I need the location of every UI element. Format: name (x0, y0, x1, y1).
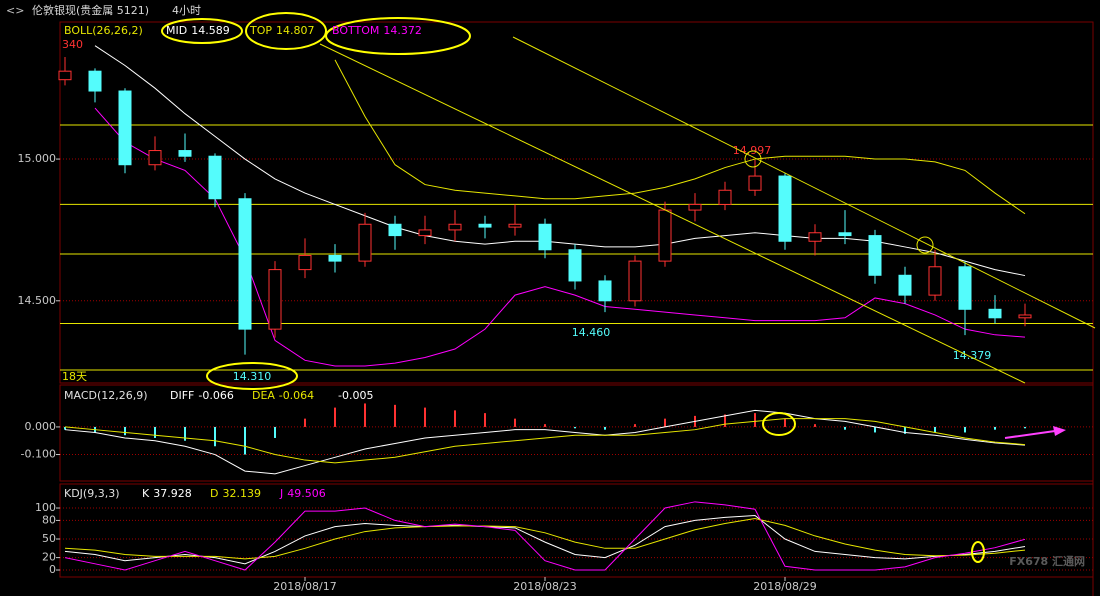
arrow (1004, 430, 1056, 439)
price-annotation: 14.379 (953, 349, 992, 362)
candle-body (688, 203, 702, 211)
candle-body (418, 229, 432, 237)
candle-body (838, 232, 852, 237)
candle-body (1018, 314, 1032, 319)
legend-k: K 37.928 (142, 487, 192, 500)
candle-body (778, 175, 792, 242)
candle-body (478, 223, 492, 228)
legend-bottom: BOTTOM 14.372 (332, 24, 422, 37)
legend-top: TOP 14.807 (249, 24, 315, 37)
y-tick-label: -0.100 (21, 448, 56, 461)
legend: BOLL(26,26,2) (64, 24, 143, 37)
price-annotation: 14.310 (233, 370, 272, 383)
trend-line (319, 43, 1026, 384)
candle-body (208, 155, 222, 200)
candle-body (598, 280, 612, 302)
indicator-line (64, 409, 1026, 475)
candle-body (628, 260, 642, 302)
candle-body (958, 266, 972, 310)
y-tick-label: 15.000 (18, 152, 57, 165)
indicator-line (64, 514, 1026, 565)
indicator-line (64, 418, 1026, 464)
candle-body (238, 198, 252, 330)
trend-line (512, 36, 1096, 329)
watermark: FX678 汇通网 (1009, 555, 1085, 568)
highlight-ellipse (325, 17, 471, 55)
y-tick-label: 0 (49, 563, 56, 576)
x-tick-label: 2018/08/23 (513, 580, 576, 593)
y-tick-label: 14.500 (18, 294, 57, 307)
highlight-ellipse (206, 362, 298, 390)
y-tick-label: 0.000 (25, 420, 57, 433)
candle-body (118, 90, 132, 166)
arrow-head (1053, 426, 1066, 436)
candle-body (748, 175, 762, 191)
candle-body (148, 150, 162, 166)
x-tick-label: 2018/08/17 (273, 580, 336, 593)
legend-dea: DEA -0.064 (252, 389, 314, 402)
candle-body (568, 249, 582, 282)
highlight-ellipse (161, 18, 243, 44)
candle-body (538, 223, 552, 251)
candle-body (808, 232, 822, 242)
candle-body (268, 269, 282, 330)
legend-diff: DIFF -0.066 (170, 389, 234, 402)
candle-body (988, 308, 1002, 319)
period: 4小时 (172, 4, 201, 17)
candle-body (448, 223, 462, 231)
highlight-ellipse (762, 412, 796, 436)
candle-body (58, 70, 72, 81)
legend-mid: MID 14.589 (166, 24, 230, 37)
instrument-title: 伦敦银现(贵金属 5121) (32, 3, 149, 17)
candle-body (658, 209, 672, 262)
legend: MACD(12,26,9) (64, 389, 148, 402)
legend-j: J 49.506 (279, 487, 326, 500)
y-tick-label: 20 (42, 551, 56, 564)
candle-body (718, 189, 732, 205)
y-tick-label: 100 (35, 501, 56, 514)
y-tick-label: 80 (42, 513, 56, 526)
price-annotation: 14.997 (733, 144, 772, 157)
corner-label: 340 (62, 38, 83, 51)
candle-body (178, 150, 192, 157)
candle-body (328, 254, 342, 262)
indicator-line (64, 501, 1026, 571)
candle-body (298, 254, 312, 271)
candle-body (928, 266, 942, 296)
candle-body (868, 235, 882, 276)
candle-body (388, 223, 402, 237)
x-tick-label: 2018/08/29 (753, 580, 816, 593)
candle-body (508, 223, 522, 228)
plot-layer: 14.500 15.000 2018/08/17 2018/08/23 2018/08/… (18, 45, 1093, 593)
marker-circle (916, 236, 934, 254)
candle-body (358, 223, 372, 262)
y-tick-label: 50 (42, 532, 56, 545)
highlight-ellipse (971, 541, 985, 563)
indicator-line (334, 59, 1026, 215)
price-annotation: 14.460 (572, 326, 611, 339)
indicator-line (64, 518, 1026, 560)
legend: KDJ(9,3,3) (64, 487, 120, 500)
range-label: 18天 (62, 370, 87, 383)
legend-macd: -0.005 (338, 389, 373, 402)
marker-circle (744, 150, 762, 168)
legend-d: D 32.139 (210, 487, 261, 500)
window-icons: <> (6, 4, 24, 17)
candle-body (898, 274, 912, 296)
highlight-ellipse (245, 12, 327, 50)
candle-body (88, 70, 102, 92)
